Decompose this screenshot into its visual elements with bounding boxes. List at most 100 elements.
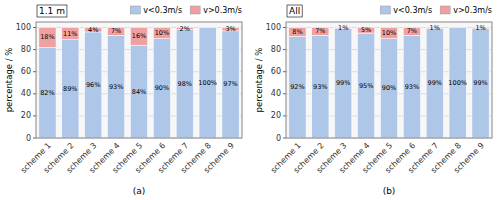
y-axis-label: percentage / % (254, 48, 264, 113)
bar-segment (426, 29, 443, 138)
annotation-text: All (289, 6, 300, 16)
data-label: 1% (475, 24, 485, 32)
data-label: 93% (313, 83, 327, 91)
x-axis-label: (b) (383, 186, 396, 196)
data-label: 7% (315, 27, 325, 35)
data-label: 1% (338, 24, 348, 32)
bar-segment (62, 40, 79, 138)
bar-segment (62, 28, 79, 40)
bar-segment (449, 28, 466, 138)
bar-segment (472, 29, 489, 138)
data-label: 90% (155, 84, 169, 92)
data-label: 10% (155, 29, 169, 37)
panel: 02040608010092%93%99%95%90%93%99%100%99%… (254, 5, 492, 196)
bar-segment (380, 28, 397, 39)
bar-segment (85, 32, 102, 138)
data-label: 1% (430, 24, 440, 32)
y-tick-label: 0 (26, 134, 31, 143)
y-tick-label: 20 (271, 111, 281, 120)
bar-segment (289, 28, 306, 37)
bar-segment (153, 39, 170, 138)
panel: 02040608010082%89%96%93%84%90%98%100%97%… (4, 5, 242, 196)
y-tick-label: 40 (21, 89, 31, 98)
y-tick-label: 40 (271, 89, 281, 98)
x-tick-label: scheme 9 (202, 141, 236, 175)
bar-segment (199, 27, 216, 28)
y-tick-label: 100 (16, 23, 31, 32)
y-tick-label: 80 (21, 45, 31, 54)
legend-label: v<0.3m/s (143, 6, 182, 15)
bar-segment (108, 28, 125, 36)
bar-segment (312, 35, 329, 138)
data-label: 98% (178, 80, 192, 88)
data-label: 93% (405, 83, 419, 91)
data-label: 5% (361, 26, 371, 34)
plot-background (36, 22, 242, 138)
y-tick-label: 60 (271, 67, 281, 76)
data-label: 89% (63, 85, 77, 93)
y-tick-label: 80 (271, 45, 281, 54)
data-label: 18% (40, 33, 54, 41)
data-label: 8% (292, 28, 302, 36)
legend-swatch (130, 6, 140, 14)
bar-segment (176, 30, 193, 138)
bar-segment (39, 47, 56, 138)
bar-segment (449, 27, 466, 28)
annotation-box (37, 5, 67, 17)
annotation-text: 1.1 m (39, 6, 65, 16)
data-label: 100% (448, 79, 467, 87)
annotation: All (287, 5, 302, 17)
bar-segment (108, 35, 125, 138)
bar-segment (199, 28, 216, 138)
bar-segment (153, 28, 170, 39)
data-label: 4% (88, 26, 98, 34)
legend-swatch (440, 6, 450, 14)
annotation-box (287, 5, 302, 17)
data-label: 99% (473, 79, 487, 87)
data-label: 100% (198, 79, 217, 87)
data-label: 92% (290, 83, 304, 91)
legend: v<0.3m/sv>0.3m/s (130, 6, 242, 15)
y-tick-label: 100 (266, 23, 281, 32)
data-label: 99% (428, 79, 442, 87)
y-tick-label: 20 (21, 111, 31, 120)
bar-segment (130, 45, 147, 138)
plot-frame (36, 22, 242, 138)
bar-segment (403, 35, 420, 138)
data-label: 16% (132, 32, 146, 40)
data-label: 97% (223, 80, 237, 88)
data-label: 11% (63, 30, 77, 38)
bar-segment (312, 28, 329, 36)
legend-swatch (380, 6, 390, 14)
data-label: 2% (180, 25, 190, 33)
bar-segment (39, 28, 56, 48)
data-label: 7% (407, 27, 417, 35)
data-label: 90% (382, 84, 396, 92)
bar-segment (222, 31, 239, 138)
bar-segment (130, 28, 147, 46)
data-label: 84% (132, 88, 146, 96)
x-axis-label: (a) (133, 186, 146, 196)
data-label: 82% (40, 89, 54, 97)
bar-segment (289, 36, 306, 138)
data-label: 3% (225, 25, 235, 33)
legend-label: v<0.3m/s (393, 6, 432, 15)
y-axis-label: percentage / % (4, 48, 14, 113)
data-labels: 82%89%96%93%84%90%98%100%97%18%11%4%7%16… (40, 25, 238, 97)
plot-background (286, 22, 492, 138)
plot-frame (286, 22, 492, 138)
data-label: 96% (86, 81, 100, 89)
bar-segment (358, 33, 375, 138)
data-label: 95% (359, 82, 373, 90)
bar-segment (380, 39, 397, 138)
y-tick-label: 0 (276, 134, 281, 143)
bar-segment (403, 28, 420, 36)
bars (39, 28, 239, 138)
data-labels: 92%93%99%95%90%93%99%100%99%8%7%1%5%10%7… (290, 24, 488, 92)
bar-segment (335, 29, 352, 138)
data-label: 10% (382, 29, 396, 37)
figure: 0 20 40 60 80 100 82% 89% 96% 93% 84% 90% 98% 100% 97%… (0, 0, 500, 200)
data-label: 7% (111, 27, 121, 35)
legend: v<0.3m/sv>0.3m/s (380, 6, 492, 15)
y-tick-label: 60 (21, 67, 31, 76)
